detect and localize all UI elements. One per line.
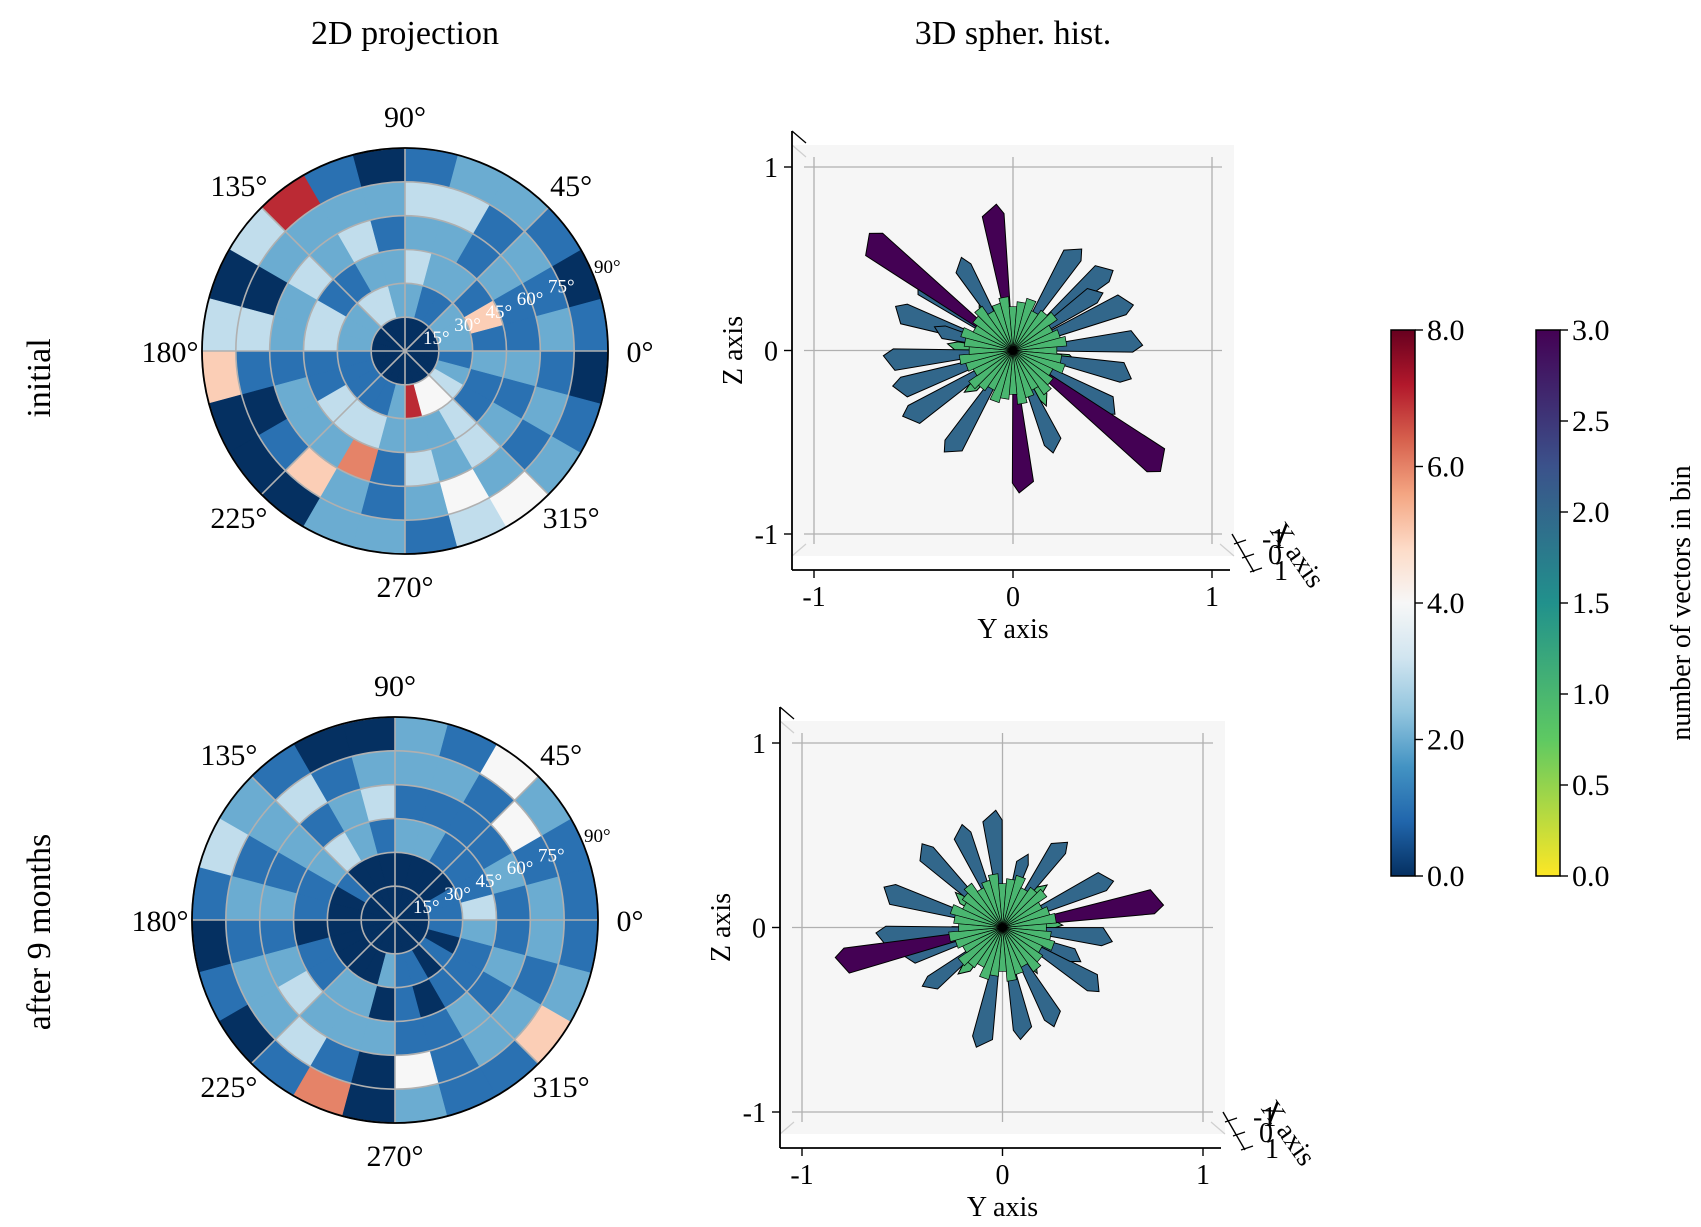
- polar-ring-label: 15°: [423, 328, 450, 349]
- polar-heatmap-initial: 0°45°90°135°180°225°270°315°15°30°45°60°…: [142, 101, 654, 604]
- y-axis-tick-label: 1: [1196, 1160, 1210, 1191]
- y-axis-label: Y axis: [967, 1192, 1038, 1223]
- azimuth-tick-label: 135°: [200, 739, 257, 772]
- colorbar-tick-label: 0.0: [1572, 860, 1610, 893]
- colorbar-tick-label: 1.0: [1572, 678, 1610, 711]
- azimuth-tick-label: 180°: [142, 336, 199, 369]
- y-axis-label: Y axis: [977, 614, 1048, 645]
- axis-corner-tick: [791, 130, 807, 144]
- y-axis-tick-label: 1: [1205, 582, 1219, 613]
- azimuth-tick-label: 90°: [384, 101, 426, 134]
- polar-grid-spoke: [260, 350, 406, 496]
- pane-edge: [791, 144, 1235, 557]
- x-depth-tick-label: 1: [1265, 1134, 1279, 1165]
- polar-ring-label: 75°: [548, 276, 575, 297]
- colorbar-rdbu: [1390, 329, 1416, 877]
- polar-ring-label: 30°: [444, 884, 471, 905]
- x-depth-tick: [1233, 539, 1247, 545]
- azimuth-tick-label: 270°: [367, 1140, 424, 1173]
- z-axis-tick-label: 1: [764, 153, 778, 184]
- polar-frame: [191, 716, 599, 1124]
- row-label-after-9-months: after 9 months: [21, 834, 58, 1030]
- azimuth-tick-label: 0°: [617, 905, 644, 938]
- col-title-3d: 3D spher. hist.: [915, 15, 1111, 52]
- polar-grid-spoke: [394, 775, 540, 921]
- colorbar-tick-label: 0.5: [1572, 769, 1610, 802]
- polar-ring-label: 60°: [517, 289, 544, 310]
- y-axis-tick-label: -1: [790, 1160, 813, 1191]
- polar-grid-spoke: [394, 919, 540, 1065]
- x-depth-tick-label: 0: [1268, 540, 1282, 571]
- colorbar-tick-label: 2.5: [1572, 405, 1610, 438]
- polar-grid-spoke: [404, 206, 550, 352]
- colorbar-viridis-label: number of vectors in bin: [1666, 465, 1697, 740]
- y-axis-tick-label: -1: [802, 582, 825, 613]
- x-depth-tick-label: -1: [1253, 1102, 1276, 1133]
- axis-corner-tick: [779, 706, 795, 720]
- colorbar-tick-label: 2.0: [1572, 496, 1610, 529]
- azimuth-tick-label: 45°: [540, 739, 582, 772]
- z-axis-label: Z axis: [718, 316, 749, 385]
- polar-grid-spoke: [250, 919, 396, 1065]
- polar-ring-label: 15°: [413, 897, 440, 918]
- colorbars: number of vectors in bin 0.0 2.0 4.0 6.0 8.0…: [1390, 314, 1697, 893]
- z-axis-tick-label: 1: [752, 729, 766, 760]
- x-depth-tick-label: -1: [1262, 524, 1285, 555]
- x-depth-tick-label: 1: [1274, 556, 1288, 587]
- azimuth-tick-label: 225°: [200, 1071, 257, 1104]
- colorbar-tick-label: 6.0: [1427, 451, 1465, 484]
- colorbar-tick-label: 0.0: [1427, 860, 1465, 893]
- histogram-core-bar: [1012, 335, 1068, 351]
- y-axis-tick-label: 0: [996, 1160, 1010, 1191]
- z-axis-tick-label: -1: [755, 520, 778, 551]
- polar-grid-spoke: [250, 775, 396, 921]
- x-depth-tick: [1224, 1117, 1238, 1123]
- azimuth-tick-label: 315°: [543, 502, 600, 535]
- col-title-2d: 2D projection: [311, 15, 499, 52]
- x-depth-tick: [1249, 567, 1263, 573]
- azimuth-tick-label: 270°: [377, 571, 434, 604]
- z-axis-label: Z axis: [706, 893, 737, 962]
- polar-grid-spoke: [260, 206, 406, 352]
- y-axis-tick-label: 0: [1006, 582, 1020, 613]
- polar-heatmap-after-9-months: 0°45°90°135°180°225°270°315°15°30°45°60°…: [132, 670, 644, 1173]
- x-depth-tick: [1232, 1131, 1246, 1137]
- polar-frame: [201, 147, 609, 555]
- x-depth-tick-label: 0: [1259, 1118, 1273, 1149]
- colorbar-tick-label: 3.0: [1572, 314, 1610, 347]
- polar-ring-label: 60°: [507, 858, 534, 879]
- azimuth-tick-label: 315°: [533, 1071, 590, 1104]
- z-axis-tick-label: 0: [752, 914, 766, 945]
- azimuth-tick-label: 45°: [550, 170, 592, 203]
- polar-ring-label: 30°: [454, 315, 481, 336]
- polar-ring-label: 90°: [594, 257, 621, 278]
- x-depth-axis-line: [1222, 1111, 1246, 1151]
- x-depth-tick: [1240, 1145, 1254, 1151]
- x-depth-tick: [1241, 553, 1255, 559]
- x-depth-axis-line: [1231, 533, 1255, 573]
- colorbar-tick-label: 8.0: [1427, 314, 1465, 347]
- histogram-core-bar: [1002, 912, 1057, 928]
- colorbar-viridis: [1535, 329, 1561, 877]
- polar-ring-label: 75°: [538, 845, 565, 866]
- colorbar-tick-label: 1.5: [1572, 587, 1610, 620]
- azimuth-tick-label: 225°: [210, 502, 267, 535]
- polar-ring-label: 45°: [475, 871, 502, 892]
- polar-ring-label: 90°: [584, 826, 611, 847]
- row-label-initial: initial: [21, 338, 58, 417]
- azimuth-tick-label: 135°: [210, 170, 267, 203]
- polar-ring-label: 45°: [485, 302, 512, 323]
- azimuth-tick-label: 0°: [627, 336, 654, 369]
- z-axis-tick-label: 0: [764, 337, 778, 368]
- polar-grid-spoke: [404, 350, 550, 496]
- colorbar-tick-label: 2.0: [1427, 724, 1465, 757]
- z-axis-tick-label: -1: [743, 1098, 766, 1129]
- azimuth-tick-label: 90°: [374, 670, 416, 703]
- colorbar-tick-label: 4.0: [1427, 587, 1465, 620]
- pane-edge: [779, 720, 1226, 1135]
- azimuth-tick-label: 180°: [132, 905, 189, 938]
